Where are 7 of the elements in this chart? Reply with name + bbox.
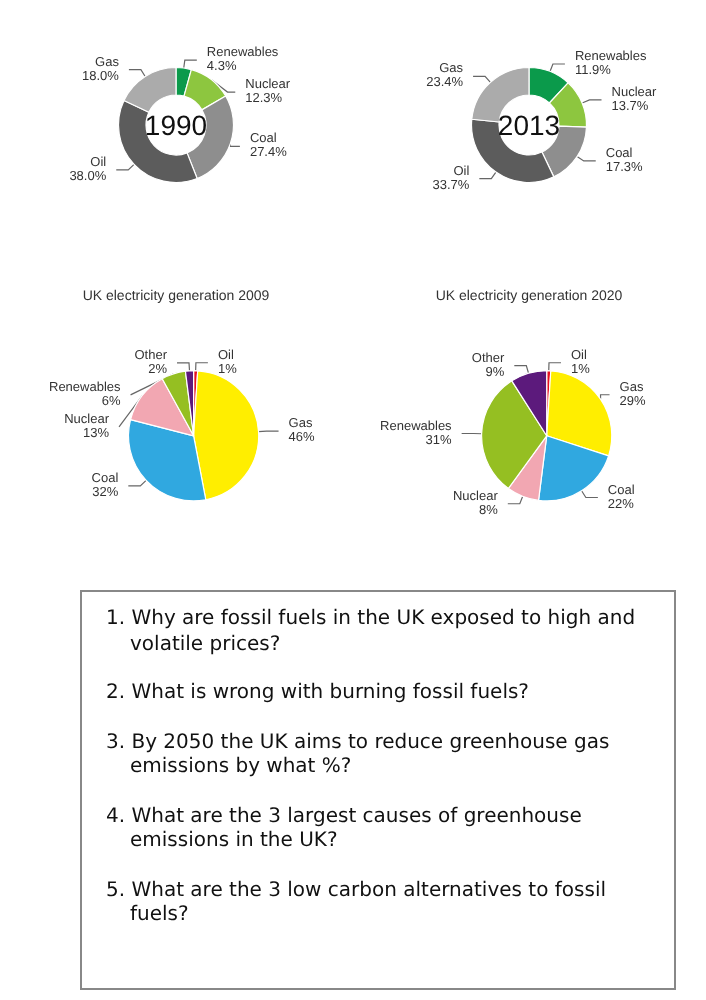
- text: 1. Why are fossil fuels in the UK exposed to high and volatile prices?: [106, 608, 638, 658]
- text: 4. What are the 3 largest causes of greenhouse emissions in the UK?: [106, 805, 584, 855]
- text: 1990: [144, 109, 208, 141]
- text: 5. What are the 3 low carbon alternatives to fossil fuels?: [106, 879, 608, 929]
- text: 3. By 2050 the UK aims to reduce greenhouse gas emissions by what %?: [106, 731, 612, 781]
- text: 2. What is wrong with burning fossil fuels?: [106, 682, 531, 707]
- text: 2013: [497, 109, 561, 141]
